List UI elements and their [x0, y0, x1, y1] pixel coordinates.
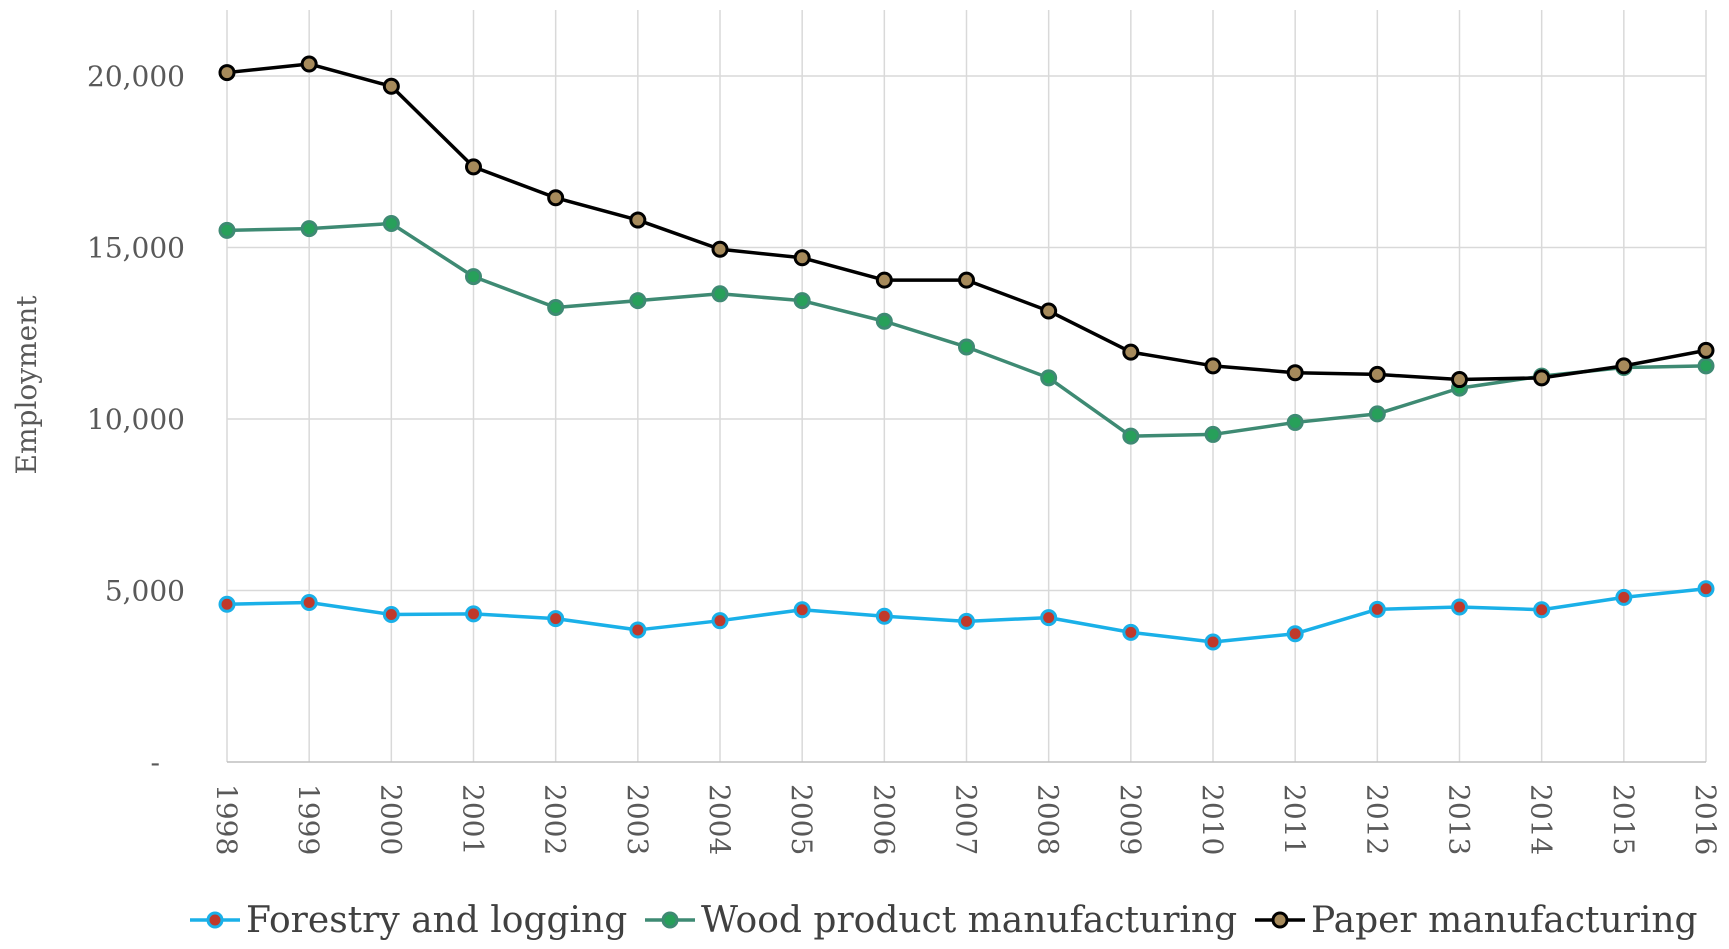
data-point: Paper manufacturing 2011: 11350 [1286, 364, 1304, 382]
data-point: Wood product manufacturing 2007: 12100 [958, 338, 975, 356]
y-tick-label: 20,000 [87, 60, 185, 93]
data-point: Forestry and logging 1998: 4600 [218, 595, 236, 613]
data-point: Forestry and logging 2004: 4120 [711, 612, 729, 630]
x-tick-label: 2005 [785, 784, 818, 855]
data-point: Wood product manufacturing 2011: 9900 [1286, 413, 1304, 431]
data-point: Forestry and logging 2015: 4800 [1615, 588, 1633, 606]
legend-item: Forestry and logging [190, 900, 627, 941]
x-tick-label: 2012 [1360, 784, 1393, 855]
data-point: Paper manufacturing 2001: 17350 [465, 158, 482, 176]
data-point: Forestry and logging 2012: 4450 [1368, 600, 1386, 618]
data-point: Wood product manufacturing 2016: 11550 [1697, 357, 1715, 375]
x-tick-label: 2002 [539, 784, 572, 855]
legend-label: Wood product manufacturing [701, 900, 1237, 941]
y-axis-ticks: - 5,000 10,000 15,000 20,000 [87, 60, 185, 779]
data-point: Wood product manufacturing 2002: 13250 [547, 299, 565, 317]
data-point: Paper manufacturing 2003: 15800 [629, 211, 647, 229]
x-tick-label: 2015 [1607, 784, 1640, 855]
data-point: Forestry and logging 2003: 3850 [629, 621, 647, 639]
data-point: Wood product manufacturing 1998: 15500 [218, 221, 236, 239]
x-tick-label: 1998 [210, 784, 243, 855]
x-tick-label: 2010 [1196, 784, 1229, 855]
data-point: Paper manufacturing 1998: 20100 [218, 64, 236, 82]
legend-swatch-marker [661, 911, 679, 929]
data-point: Wood product manufacturing 2006: 12850 [875, 312, 893, 330]
grid [226, 10, 1707, 763]
legend: Forestry and logging Wood product manufac… [190, 900, 1698, 941]
data-point: Paper manufacturing 2008: 13150 [1040, 302, 1058, 320]
x-tick-label: 2009 [1114, 784, 1147, 855]
x-tick-label: 2001 [457, 784, 490, 855]
x-tick-label: 2008 [1032, 784, 1065, 855]
x-tick-label: 1999 [292, 784, 325, 855]
data-point: Forestry and logging 2001: 4320 [465, 605, 482, 623]
data-point: Forestry and logging 2002: 4180 [547, 610, 565, 628]
data-point: Wood product manufacturing 2009: 9500 [1122, 427, 1140, 445]
x-tick-label: 2004 [703, 784, 736, 855]
data-point: Wood product manufacturing 2005: 13450 [793, 292, 811, 310]
legend-item: Paper manufacturing [1255, 900, 1698, 941]
data-point: Forestry and logging 2008: 4210 [1040, 609, 1058, 627]
data-point: Wood product manufacturing 2012: 10150 [1368, 405, 1386, 423]
legend-item: Wood product manufacturing [645, 900, 1237, 941]
y-tick-label: 5,000 [105, 575, 185, 608]
data-point: Wood product manufacturing 2004: 13650 [711, 285, 729, 303]
data-point: Paper manufacturing 2000: 19700 [382, 77, 400, 95]
y-tick-label: 10,000 [87, 403, 185, 436]
series-group: Wood product manufacturing 1998: 15500 Wo… [218, 214, 1715, 445]
data-point: Paper manufacturing 2005: 14700 [793, 249, 811, 267]
series-group: Paper manufacturing 1998: 20100 Paper man… [218, 55, 1715, 389]
data-point: Paper manufacturing 2013: 11150 [1451, 371, 1468, 389]
series: Forestry and logging 1998: 4600 Forestry … [218, 55, 1715, 651]
legend-label: Paper manufacturing [1311, 900, 1698, 941]
data-point: Paper manufacturing 2015: 11550 [1615, 357, 1633, 375]
data-point: Paper manufacturing 2012: 11300 [1368, 365, 1386, 383]
data-point: Forestry and logging 2007: 4100 [958, 612, 975, 630]
x-tick-label: 2011 [1278, 784, 1311, 855]
data-point: Forestry and logging 2014: 4440 [1533, 601, 1551, 619]
data-point: Wood product manufacturing 2001: 14150 [465, 268, 482, 286]
data-point: Forestry and logging 2011: 3740 [1286, 625, 1304, 643]
data-point: Forestry and logging 2016: 5050 [1697, 580, 1715, 598]
legend-swatch-marker [1271, 911, 1289, 929]
data-point: Forestry and logging 1999: 4650 [300, 594, 318, 612]
data-point: Wood product manufacturing 1999: 15550 [300, 220, 318, 238]
x-tick-label: 2003 [621, 784, 654, 855]
data-point: Paper manufacturing 2007: 14050 [958, 271, 975, 289]
x-tick-label: 2000 [374, 784, 407, 855]
data-point: Paper manufacturing 2016: 12000 [1697, 341, 1715, 359]
data-point: Forestry and logging 2006: 4250 [875, 607, 893, 625]
data-point: Wood product manufacturing 2000: 15700 [382, 214, 400, 232]
data-point: Wood product manufacturing 2010: 9550 [1204, 425, 1222, 443]
data-point: Forestry and logging 2005: 4440 [793, 601, 811, 619]
data-point: Paper manufacturing 2014: 11200 [1533, 369, 1551, 387]
x-tick-label: 2013 [1443, 784, 1476, 855]
data-point: Wood product manufacturing 2003: 13450 [629, 292, 647, 310]
x-axis-ticks: 1998 1999 2000 2001 2002 2003 2004 2005 2006 2007… [210, 784, 1722, 855]
data-point: Forestry and logging 2000: 4300 [382, 606, 400, 624]
data-point: Paper manufacturing 2006: 14050 [875, 271, 893, 289]
x-tick-label: 2007 [950, 784, 983, 855]
y-axis-label: Employment [10, 295, 43, 475]
x-tick-label: 2016 [1689, 784, 1722, 855]
data-point: Paper manufacturing 2009: 11950 [1122, 343, 1140, 361]
data-point: Paper manufacturing 1999: 20350 [300, 55, 318, 73]
data-point: Paper manufacturing 2002: 16450 [547, 189, 565, 207]
data-point: Wood product manufacturing 2008: 11200 [1040, 369, 1058, 387]
data-point: Forestry and logging 2010: 3500 [1204, 633, 1222, 651]
data-point: Paper manufacturing 2010: 11550 [1204, 357, 1222, 375]
x-tick-label: 2006 [867, 784, 900, 855]
y-tick-label: - [151, 746, 160, 779]
data-point: Paper manufacturing 2004: 14950 [711, 240, 729, 258]
y-tick-label: 15,000 [87, 232, 185, 265]
data-point: Forestry and logging 2013: 4520 [1451, 598, 1468, 616]
legend-swatch-marker [206, 911, 224, 929]
data-point: Forestry and logging 2009: 3780 [1122, 623, 1140, 641]
x-tick-label: 2014 [1525, 784, 1558, 855]
series-group: Forestry and logging 1998: 4600 Forestry … [218, 580, 1715, 651]
legend-label: Forestry and logging [246, 900, 627, 941]
